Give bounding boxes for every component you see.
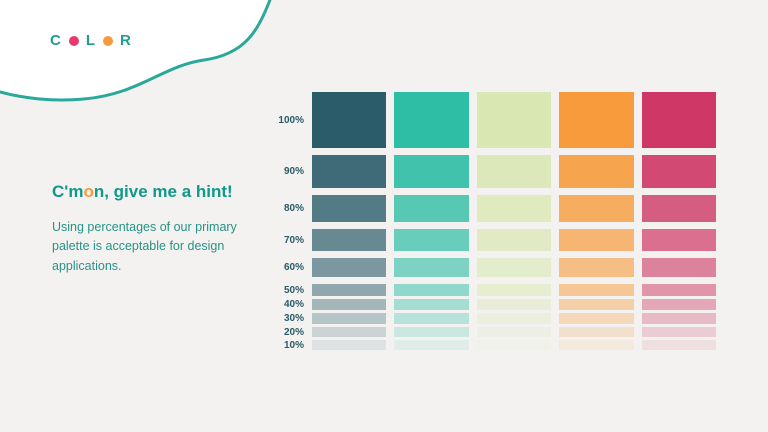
color-swatch-dark-teal <box>312 258 387 277</box>
palette-row: 20% <box>262 326 717 338</box>
color-swatch-pink <box>641 299 717 310</box>
logo-letter-l: L <box>85 32 97 49</box>
color-swatch-pink <box>641 258 717 277</box>
color-swatch-dark-teal <box>312 195 387 222</box>
logo-letter-c: C <box>50 32 62 49</box>
percentage-label: 50% <box>283 284 304 296</box>
color-swatch-orange <box>559 195 634 222</box>
color-swatch-orange <box>559 92 634 148</box>
color-swatch-dark-teal <box>312 313 387 324</box>
color-swatch-light-green <box>476 258 552 277</box>
palette-row: 60% <box>262 258 717 277</box>
color-swatch-dark-teal <box>312 284 387 296</box>
color-swatch-dark-teal <box>312 229 387 251</box>
color-swatch-teal-green <box>394 284 469 296</box>
color-swatch-pink <box>641 229 717 251</box>
percentage-label: 30% <box>283 313 304 324</box>
color-swatch-orange <box>559 258 634 277</box>
color-swatch-dark-teal <box>312 327 387 337</box>
logo-dot-pink-icon <box>68 35 79 46</box>
slide-heading: C'mon, give me a hint! <box>52 182 233 201</box>
palette-row: 90% <box>262 155 717 188</box>
color-swatch-orange <box>559 340 634 350</box>
percentage-label: 20% <box>283 326 304 338</box>
color-swatch-pink <box>641 340 717 350</box>
color-swatch-dark-teal <box>312 299 387 310</box>
palette-row: 10% <box>262 339 717 351</box>
color-swatch-orange <box>559 155 634 188</box>
color-swatch-light-green <box>476 299 552 310</box>
color-swatch-teal-green <box>394 155 469 188</box>
color-swatch-teal-green <box>394 195 469 222</box>
color-swatch-teal-green <box>394 299 469 310</box>
color-swatch-dark-teal <box>312 92 387 148</box>
color-swatch-pink <box>641 195 717 222</box>
palette-row: 30% <box>262 313 717 324</box>
percentage-label: 90% <box>283 166 304 177</box>
palette-grid: 100% 90% 80% 70% 60% 50% 40% 30% 20% 10% <box>262 92 717 353</box>
color-swatch-teal-green <box>394 313 469 324</box>
percentage-label: 60% <box>283 262 304 273</box>
palette-row: 40% <box>262 299 717 310</box>
palette-row: 80% <box>262 195 717 222</box>
blob-curve-graphic <box>0 0 272 102</box>
color-swatch-light-green <box>476 92 552 148</box>
color-swatch-orange <box>559 229 634 251</box>
palette-row: 50% <box>262 284 717 296</box>
color-swatch-teal-green <box>394 327 469 337</box>
color-swatch-dark-teal <box>312 340 387 350</box>
slide-body-text: Using percentages of our primary palette… <box>52 220 237 273</box>
color-logo: C L R <box>50 32 132 49</box>
color-swatch-teal-green <box>394 92 469 148</box>
percentage-label: 70% <box>283 234 304 246</box>
corner-blob-shape <box>0 0 300 120</box>
percentage-label: 100% <box>278 114 304 126</box>
color-swatch-orange <box>559 284 634 296</box>
color-swatch-orange <box>559 313 634 324</box>
color-swatch-light-green <box>476 313 552 324</box>
color-swatch-light-green <box>476 340 552 350</box>
percentage-label: 10% <box>283 339 304 351</box>
color-swatch-light-green <box>476 284 552 296</box>
heading-accent-letter: o <box>83 182 94 201</box>
color-swatch-pink <box>641 313 717 324</box>
percentage-label: 40% <box>283 299 304 310</box>
color-swatch-orange <box>559 299 634 310</box>
intro-text-block: C'mon, give me a hint! Using percentages… <box>52 182 270 276</box>
palette-row: 70% <box>262 229 717 251</box>
palette-row: 100% <box>262 92 717 148</box>
color-swatch-light-green <box>476 195 552 222</box>
color-swatch-teal-green <box>394 258 469 277</box>
color-swatch-teal-green <box>394 229 469 251</box>
color-swatch-dark-teal <box>312 155 387 188</box>
color-swatch-pink <box>641 327 717 337</box>
color-swatch-light-green <box>476 155 552 188</box>
logo-letter-r: R <box>120 32 132 49</box>
logo-dot-orange-icon <box>103 35 114 46</box>
color-swatch-orange <box>559 327 634 337</box>
color-swatch-pink <box>641 155 717 188</box>
color-swatch-light-green <box>476 327 552 337</box>
color-swatch-light-green <box>476 229 552 251</box>
color-swatch-pink <box>641 92 717 148</box>
color-swatch-pink <box>641 284 717 296</box>
color-swatch-teal-green <box>394 340 469 350</box>
percentage-label: 80% <box>283 203 304 214</box>
